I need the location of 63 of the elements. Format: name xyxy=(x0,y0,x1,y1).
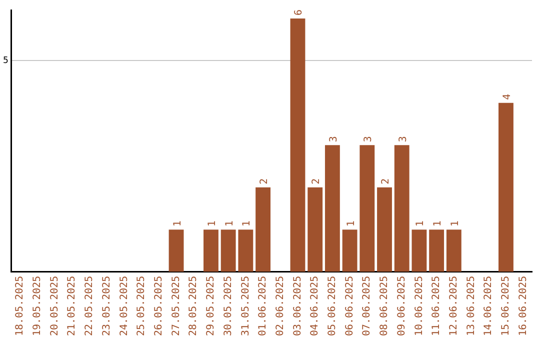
data-label: 4 xyxy=(502,94,513,100)
x-tick-label: 04.06.2025 xyxy=(310,276,321,336)
bar xyxy=(290,18,306,272)
data-label: 1 xyxy=(206,220,218,227)
bar xyxy=(446,230,462,272)
x-tick-label: 05.06.2025 xyxy=(327,276,338,336)
x-tick-label: 25.05.2025 xyxy=(136,276,148,336)
x-tick-label: 21.05.2025 xyxy=(66,276,78,336)
y-tick-label: 5 xyxy=(2,56,8,66)
data-label: 1 xyxy=(346,220,357,227)
data-label: 1 xyxy=(224,220,236,227)
x-tick-label: 06.06.2025 xyxy=(344,276,356,336)
x-tick-label: 08.06.2025 xyxy=(379,276,390,336)
bar xyxy=(498,102,514,272)
x-tick-label: 14.06.2025 xyxy=(483,276,494,336)
x-tick-label: 15.06.2025 xyxy=(500,276,512,336)
x-tick-label: 27.05.2025 xyxy=(170,276,182,336)
bar xyxy=(220,230,236,272)
x-tick-label: 13.06.2025 xyxy=(466,276,477,336)
x-tick-label: 19.05.2025 xyxy=(32,276,44,336)
x-tick-label: 11.06.2025 xyxy=(431,276,442,336)
x-tick-label: 24.05.2025 xyxy=(118,276,130,336)
x-tick-label: 01.06.2025 xyxy=(258,276,269,336)
data-label: 3 xyxy=(363,136,374,142)
bar xyxy=(256,187,270,272)
data-label: 1 xyxy=(242,220,253,227)
x-tick-label: 16.06.2025 xyxy=(518,276,529,336)
data-label: 2 xyxy=(259,178,270,184)
x-tick-label: 07.06.2025 xyxy=(362,276,373,336)
x-tick-label: 28.05.2025 xyxy=(188,276,200,336)
x-tick-label: 12.06.2025 xyxy=(448,276,460,336)
x-tick-label: 30.05.2025 xyxy=(222,276,234,336)
bar xyxy=(394,145,410,272)
data-label: 3 xyxy=(328,136,340,142)
bar xyxy=(238,230,254,272)
x-tick-label: 10.06.2025 xyxy=(414,276,425,336)
data-label: 2 xyxy=(380,178,392,184)
data-label: 6 xyxy=(294,9,305,16)
data-label: 1 xyxy=(432,220,444,227)
x-tick-label: 02.06.2025 xyxy=(274,276,286,336)
bar xyxy=(360,145,375,272)
bar xyxy=(429,230,444,272)
x-tick-label: 23.05.2025 xyxy=(101,276,112,336)
bar xyxy=(204,230,218,272)
data-label: 3 xyxy=(398,136,409,142)
bar xyxy=(342,230,358,272)
bar xyxy=(377,187,392,272)
bar xyxy=(168,230,184,272)
x-tick-label: 29.05.2025 xyxy=(206,276,217,336)
x-tick-label: 31.05.2025 xyxy=(240,276,252,336)
data-label: 2 xyxy=(311,178,322,184)
bar xyxy=(412,230,427,272)
bar xyxy=(308,187,323,272)
x-tick-label: 22.05.2025 xyxy=(84,276,96,336)
x-tick-label: 18.05.2025 xyxy=(14,276,26,336)
x-tick-label: 20.05.2025 xyxy=(49,276,60,336)
data-label: 1 xyxy=(450,220,461,227)
x-tick-label: 03.06.2025 xyxy=(292,276,304,336)
x-tick-label: 26.05.2025 xyxy=(154,276,165,336)
data-label: 1 xyxy=(415,220,426,227)
x-tick-label: 09.06.2025 xyxy=(396,276,408,336)
data-label: 1 xyxy=(172,220,184,227)
bar xyxy=(324,145,340,272)
